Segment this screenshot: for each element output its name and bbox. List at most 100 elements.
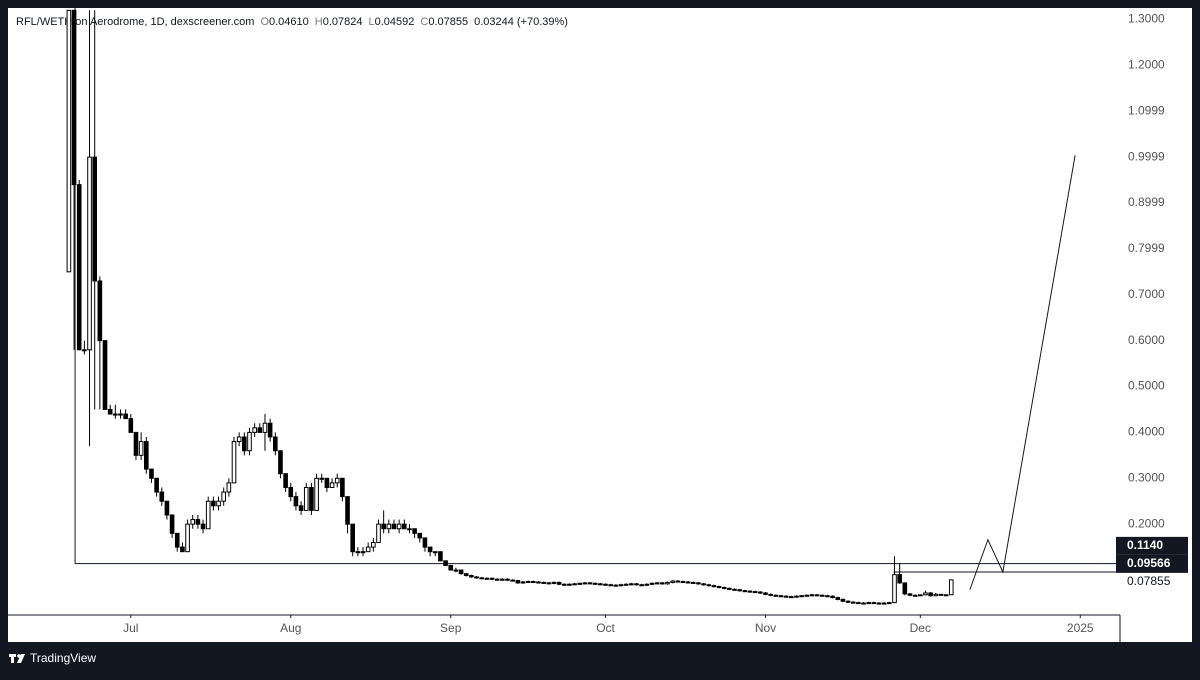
ohlc-key: O: [260, 16, 269, 28]
candle: [696, 581, 701, 585]
candle-body: [252, 427, 257, 433]
plot-area: [66, 8, 1120, 605]
candle: [721, 586, 727, 590]
candle: [525, 580, 531, 584]
candle-body: [804, 594, 810, 597]
candle-body: [892, 574, 897, 604]
candle: [938, 593, 944, 596]
candle: [489, 577, 495, 581]
ohlc-key: L: [368, 16, 374, 28]
candle: [520, 581, 526, 584]
candle: [515, 579, 521, 584]
candle: [727, 587, 732, 591]
candle: [407, 524, 412, 534]
candle: [396, 519, 402, 534]
candle: [474, 576, 479, 579]
candle: [561, 583, 567, 586]
candle-body: [866, 602, 872, 605]
candle: [76, 180, 82, 351]
candle: [763, 592, 768, 596]
candle: [216, 496, 221, 511]
candle-body: [737, 589, 743, 592]
y-tick-label: 0.9999: [1128, 149, 1165, 163]
candle-body: [912, 594, 918, 597]
x-tick-label: Aug: [280, 621, 301, 635]
candle-body: [479, 577, 485, 580]
candle-body: [618, 584, 624, 587]
candle: [113, 404, 118, 419]
candle: [303, 482, 309, 511]
candle-body: [66, 9, 72, 273]
candle-body: [783, 595, 789, 598]
candle-body: [809, 594, 815, 597]
candle: [706, 583, 712, 587]
candle: [582, 581, 588, 585]
ohlc-key: H: [315, 16, 323, 28]
candle: [598, 582, 603, 586]
y-tick-label: 0.7999: [1128, 241, 1165, 255]
candle: [871, 601, 877, 605]
candle: [670, 580, 675, 584]
y-tick-label: 1.3000: [1128, 12, 1165, 26]
candle-body: [556, 581, 562, 585]
candle: [278, 450, 283, 479]
y-tick-label: 0.2000: [1128, 516, 1165, 530]
y-tick-label: 0.8999: [1128, 195, 1165, 209]
candle: [102, 340, 108, 410]
candle: [778, 594, 784, 598]
candle: [484, 577, 490, 580]
candle-body: [391, 523, 397, 530]
candle: [835, 596, 841, 601]
candle-body: [329, 482, 335, 488]
candle: [546, 581, 552, 585]
candle-body: [92, 156, 97, 282]
candle-body: [629, 583, 634, 586]
candle: [788, 595, 794, 599]
candle-body: [355, 551, 361, 554]
candle-body: [458, 569, 464, 575]
candle-body: [603, 583, 608, 586]
candle-body: [928, 592, 933, 597]
candle: [262, 414, 268, 451]
candle-body: [592, 582, 598, 585]
candle: [195, 514, 201, 529]
candle-body: [469, 575, 474, 578]
candle: [345, 496, 350, 534]
candle-body: [649, 582, 655, 585]
candle: [174, 532, 180, 552]
candle: [159, 487, 165, 506]
candle-body: [340, 477, 345, 498]
candle: [603, 583, 608, 586]
candle: [897, 563, 902, 584]
candle-body: [732, 588, 737, 591]
drawing-line: [969, 155, 1076, 590]
candle: [190, 514, 196, 529]
candle-body: [376, 523, 381, 544]
candle-body: [200, 523, 206, 530]
candle-body: [76, 184, 82, 351]
candle-body: [819, 594, 825, 597]
price-label: 0.07855: [1127, 574, 1171, 588]
symbol: RFL/WETH on Aerodrome, 1D, dexscreener.c…: [16, 16, 254, 28]
candle-body: [887, 602, 892, 605]
candle: [747, 590, 753, 593]
candle: [649, 582, 655, 586]
candle-body: [293, 496, 299, 507]
candle: [701, 582, 706, 586]
candle: [845, 600, 851, 604]
candle: [211, 496, 216, 511]
candle-body: [272, 436, 278, 452]
candle: [329, 478, 335, 488]
candle: [732, 588, 737, 591]
candle-body: [407, 528, 412, 531]
candle: [133, 431, 139, 460]
candle: [572, 582, 577, 586]
candle-body: [474, 576, 479, 579]
candle-body: [417, 532, 423, 539]
candle-body: [742, 590, 748, 593]
candle: [479, 576, 485, 580]
candle-body: [510, 579, 515, 582]
candle: [391, 519, 397, 530]
candle-body: [825, 595, 830, 598]
candle-body: [221, 491, 226, 502]
